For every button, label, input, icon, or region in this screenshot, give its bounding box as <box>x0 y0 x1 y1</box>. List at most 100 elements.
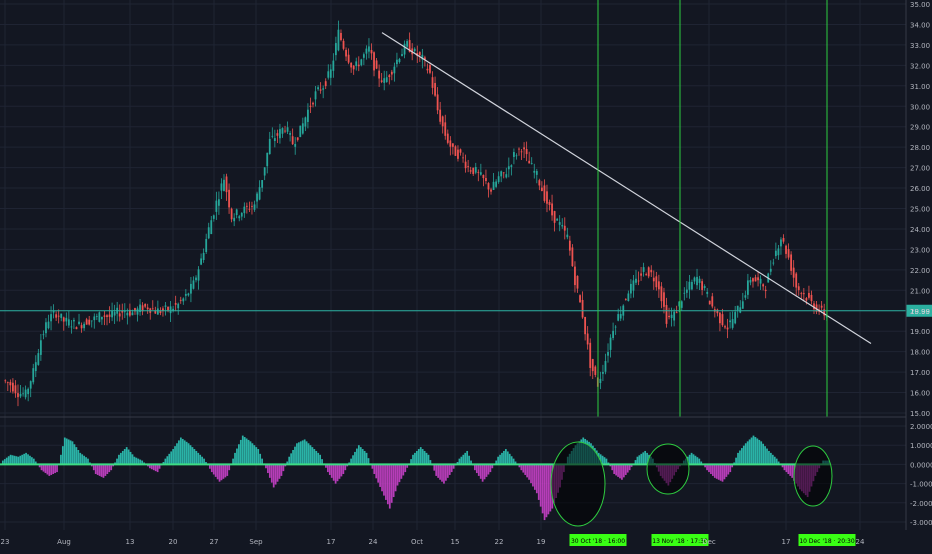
candle-body <box>167 306 169 311</box>
histogram-bar <box>791 464 794 478</box>
candle-body <box>218 199 220 206</box>
histogram-bar <box>605 458 608 465</box>
candle-body <box>535 171 538 175</box>
histogram-bar <box>365 452 368 465</box>
candle-body <box>95 316 98 317</box>
candle-body <box>802 293 805 295</box>
y-tick-label: 29.00 <box>910 124 930 132</box>
histogram-bar <box>433 464 436 471</box>
histogram-bar <box>719 464 722 481</box>
histogram-bar <box>350 458 352 465</box>
histogram-bar <box>270 464 273 483</box>
histogram-bar <box>456 462 459 465</box>
candle-body <box>746 280 749 295</box>
candle-body <box>370 50 373 54</box>
candle-body <box>162 308 164 311</box>
x-tick-label: Dec <box>702 538 716 546</box>
candle-body <box>538 180 541 186</box>
candle-body <box>233 217 236 222</box>
x-tick-label: Sep <box>249 538 263 546</box>
histogram-bar <box>416 450 418 465</box>
histogram-bar <box>710 464 712 474</box>
candle-body <box>434 83 436 96</box>
histogram-bar <box>19 455 22 465</box>
histogram-bar <box>332 464 335 481</box>
histogram-bar <box>599 454 602 465</box>
candle-body <box>273 138 276 141</box>
candle-body <box>696 276 698 286</box>
candle-body <box>355 61 358 66</box>
candle-body <box>73 319 75 322</box>
candle-body <box>530 163 533 165</box>
histogram-bar <box>392 464 395 498</box>
histogram-bar <box>121 450 124 465</box>
candle-body <box>317 87 319 90</box>
histogram-bar <box>61 446 64 465</box>
histogram-bar <box>245 438 248 465</box>
candle-body <box>67 319 70 326</box>
histogram-bar <box>13 455 16 465</box>
candle-body <box>139 304 141 313</box>
histogram-bar <box>261 458 263 465</box>
candle-body <box>169 306 172 314</box>
marker-label-bg <box>569 534 627 546</box>
candle-body <box>42 334 45 336</box>
candle-body <box>385 77 388 83</box>
candle-body <box>141 305 144 312</box>
marker-label-bg <box>651 534 709 546</box>
candle-body <box>459 149 462 153</box>
histogram-bar <box>385 464 387 500</box>
histogram-bar <box>636 456 639 465</box>
histogram-bar <box>624 464 627 475</box>
histogram-bar <box>325 464 327 468</box>
candle-body <box>436 94 439 111</box>
histogram-bar <box>11 455 14 465</box>
candle-body <box>284 130 286 132</box>
candle-body <box>571 247 574 267</box>
candle-body <box>523 147 525 150</box>
histogram-bar <box>321 459 323 465</box>
candle-body <box>426 68 429 71</box>
candle-body <box>439 109 442 122</box>
candle-body <box>403 43 406 55</box>
histogram-bar <box>199 454 202 465</box>
histogram-bar <box>361 449 364 465</box>
candle-body <box>645 274 648 276</box>
histogram-bar <box>404 464 407 473</box>
histogram-bar <box>717 464 720 480</box>
candle-body <box>642 267 645 272</box>
histogram-bar <box>301 440 304 465</box>
histogram-bar <box>485 464 488 477</box>
candle-body <box>296 137 299 140</box>
y-tick-label: 20.00 <box>910 308 930 316</box>
candle-body <box>736 305 739 311</box>
histogram-bar <box>508 453 511 465</box>
histogram-bar <box>489 464 492 473</box>
histogram-bar <box>640 453 643 465</box>
candle-body <box>22 393 24 395</box>
histogram-bar <box>5 457 8 465</box>
candle-body <box>65 317 68 322</box>
histogram-bar <box>238 444 240 465</box>
histogram-bar <box>158 464 161 469</box>
histogram-bar <box>477 464 480 476</box>
histogram-bar <box>23 453 26 465</box>
histogram-bar <box>713 464 716 478</box>
histogram-bar <box>224 464 227 478</box>
candle-body <box>88 319 91 325</box>
candle-body <box>352 65 355 70</box>
candle-body <box>75 327 78 330</box>
candle-body <box>263 167 266 176</box>
candle-body <box>729 320 731 323</box>
histogram-bar <box>483 464 486 480</box>
candle-body <box>787 249 790 258</box>
histogram-bar <box>445 464 447 481</box>
histogram-bar <box>77 450 80 465</box>
x-tick-label: 27 <box>210 538 219 546</box>
histogram-bar <box>32 458 35 465</box>
histogram-bar <box>17 456 20 465</box>
candle-body <box>380 80 383 82</box>
histogram-bar <box>268 464 271 478</box>
